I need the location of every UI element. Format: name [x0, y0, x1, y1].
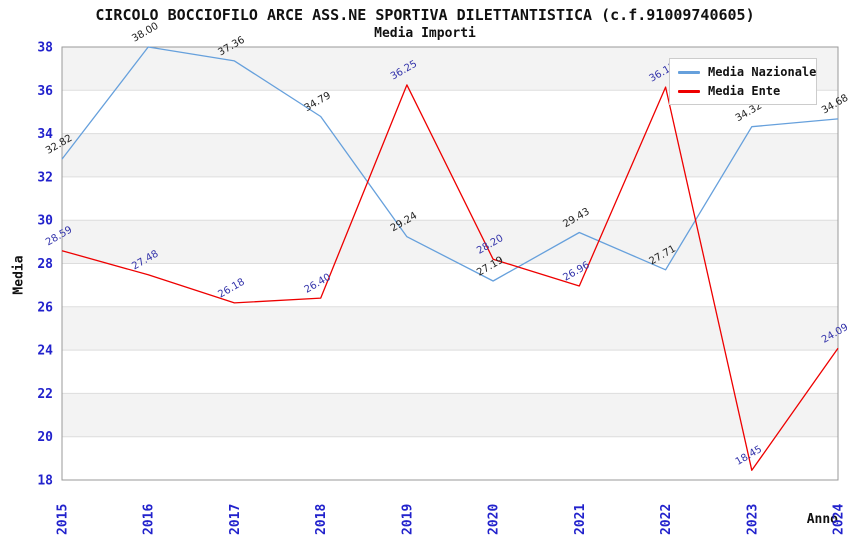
series-line-media-nazionale: [61, 46, 839, 282]
point-label: 26.40: [303, 272, 333, 296]
grid-band: [62, 393, 838, 437]
x-tick-label: 2023: [745, 504, 760, 535]
y-tick-label: 28: [37, 257, 53, 272]
grid-band: [62, 220, 838, 264]
series-line-media-ente: [61, 84, 839, 471]
plot-border: [61, 46, 839, 481]
y-tick-label: 26: [37, 300, 53, 315]
grid-band: [62, 133, 838, 177]
x-tick-label: 2021: [573, 504, 588, 535]
x-tick-label: 2015: [56, 504, 71, 535]
x-tick-label: 2017: [228, 504, 243, 535]
y-tick-label: 38: [37, 41, 53, 56]
point-label: 26.18: [216, 277, 246, 301]
x-tick-label: 2024: [832, 504, 847, 535]
legend-item-media-ente: Media Ente: [678, 84, 808, 98]
x-tick-label: 2019: [400, 504, 415, 535]
x-tick-label: 2016: [142, 504, 157, 535]
chart-subtitle: Media Importi: [374, 26, 476, 41]
point-label: 38.00: [130, 21, 160, 45]
y-tick-label: 34: [37, 127, 53, 142]
legend-label-media-nazionale: Media Nazionale: [708, 65, 817, 79]
y-tick-label: 32: [37, 170, 53, 185]
x-tick-label: 2018: [314, 504, 329, 535]
point-label: 34.79: [303, 90, 333, 114]
y-tick-label: 22: [37, 387, 53, 402]
y-tick-label: 20: [37, 430, 53, 445]
point-label: 18.45: [734, 444, 764, 468]
x-tick-label: 2022: [659, 504, 674, 535]
x-axis-label: Anno: [806, 512, 838, 527]
grid-band: [62, 306, 838, 351]
legend-label-media-ente: Media Ente: [708, 84, 781, 98]
legend: Media Nazionale Media Ente: [669, 58, 817, 105]
y-tick-label: 24: [37, 344, 53, 359]
x-tick-label: 2020: [487, 504, 502, 535]
y-tick-label: 18: [37, 474, 53, 489]
media-nazionale-line-swatch-icon: [678, 70, 700, 74]
y-tick-label: 30: [37, 214, 53, 229]
y-tick-label: 36: [37, 84, 53, 99]
media-ente-line-swatch-icon: [678, 89, 700, 93]
legend-item-media-nazionale: Media Nazionale: [678, 65, 816, 79]
point-label: 34.68: [820, 93, 850, 117]
chart-title: CIRCOLO BOCCIOFILO ARCE ASS.NE SPORTIVA …: [95, 6, 755, 24]
